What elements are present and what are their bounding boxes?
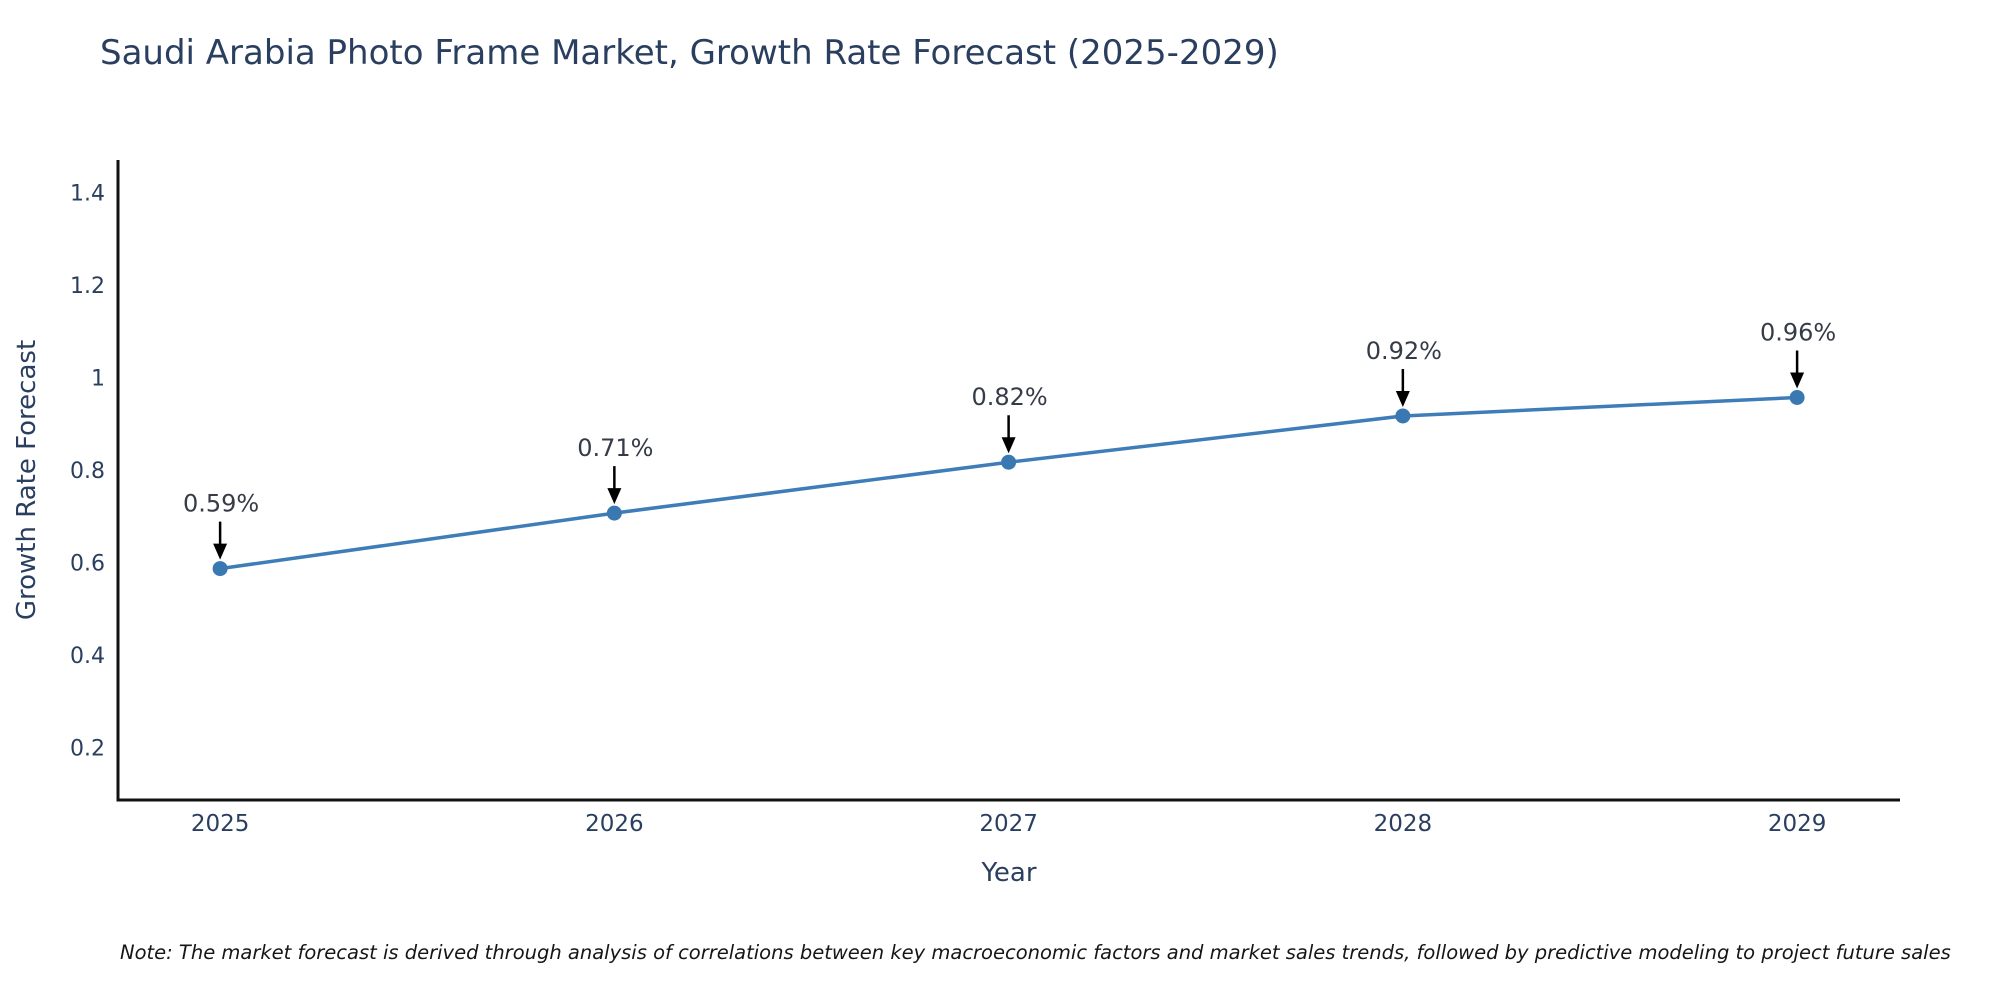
y-tick-label: 1.2 (70, 274, 105, 299)
annotation-label: 0.96% (1760, 318, 1836, 346)
annotation-arrowhead (1790, 372, 1805, 389)
data-point-marker (1001, 454, 1017, 470)
annotation-label: 0.82% (971, 383, 1047, 411)
y-tick-label: 0.8 (70, 459, 105, 484)
annotation-label: 0.59% (183, 490, 259, 518)
data-point-marker (606, 505, 622, 521)
footnote: Note: The market forecast is derived thr… (120, 941, 1951, 964)
data-point-marker (1395, 408, 1411, 424)
y-axis-title: Growth Rate Forecast (12, 339, 42, 621)
x-tick-label: 2029 (1768, 811, 1827, 837)
x-tick-label: 2028 (1374, 811, 1433, 837)
annotation-arrowhead (1395, 390, 1410, 407)
y-tick-label: 0.4 (70, 644, 105, 669)
x-axis-title: Year (981, 858, 1037, 888)
annotation-label: 0.92% (1366, 337, 1442, 365)
chart-title: Saudi Arabia Photo Frame Market, Growth … (100, 33, 1279, 73)
x-tick-label: 2027 (979, 811, 1038, 837)
y-tick-label: 1 (91, 366, 105, 391)
y-tick-label: 1.4 (70, 181, 105, 206)
x-tick-label: 2025 (191, 811, 250, 837)
annotation-arrowhead (213, 543, 228, 560)
data-point-marker (1789, 389, 1805, 405)
annotation-arrowhead (1001, 437, 1016, 454)
y-tick-label: 0.2 (70, 736, 105, 761)
annotation-arrowhead (607, 488, 622, 505)
annotation-label: 0.71% (577, 434, 653, 462)
x-tick-label: 2026 (585, 811, 644, 837)
data-point-marker (212, 561, 228, 577)
y-tick-label: 0.6 (70, 551, 105, 576)
